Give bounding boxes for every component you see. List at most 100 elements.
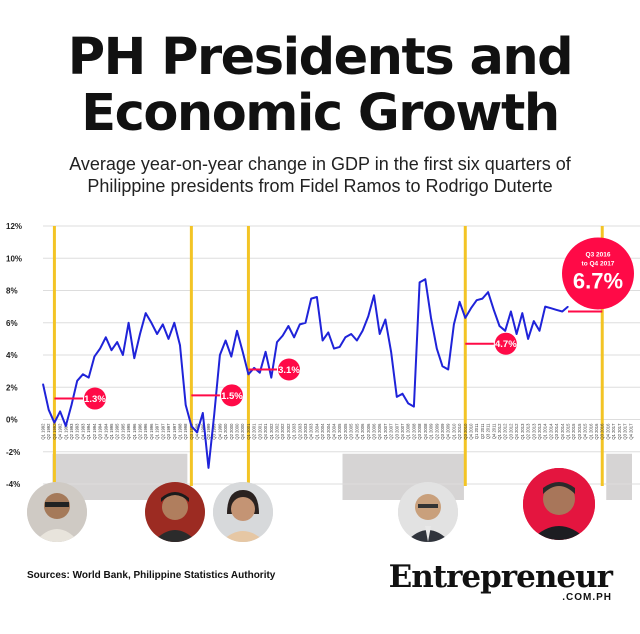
average-badge [220,384,243,407]
entrepreneur-logo[interactable]: Entrepreneur .COM.PH [389,560,613,603]
data-point [167,338,170,340]
data-point [555,309,558,311]
x-tick-label: Q2 2014 [548,423,553,440]
data-point [127,322,130,324]
data-point [116,341,118,343]
x-tick-label: Q3 1992 [52,423,57,440]
data-point [481,297,484,300]
x-tick-label: Q2 2010 [457,423,462,440]
data-point [202,412,204,414]
x-tick-label: Q4 2014 [560,423,565,440]
data-point [407,402,409,404]
x-tick-label: Q4 1997 [172,423,177,440]
data-point [122,354,124,356]
data-point [390,351,392,353]
data-point [88,376,90,379]
y-tick-label: 10% [6,254,22,263]
data-point [516,333,518,335]
data-point [219,354,221,356]
data-point [310,297,312,300]
x-tick-label: Q4 2016 [605,423,610,440]
x-tick-label: Q2 2002 [274,423,279,440]
data-point [247,373,250,375]
data-point [350,333,352,335]
data-point [396,396,398,398]
data-point [70,404,73,406]
x-tick-label: Q4 2006 [377,423,382,440]
data-point [82,373,84,375]
x-tick-label: Q4 1994 [103,423,108,440]
x-tick-label: Q2 1996 [138,423,143,440]
x-tick-label: Q3 2003 [303,423,308,440]
data-point [304,322,307,324]
data-point [476,299,478,301]
data-point [327,331,329,334]
x-tick-label: Q3 2017 [623,423,628,440]
x-tick-label: Q3 1998 [189,423,194,440]
data-point [145,312,147,314]
sources-note: Sources: World Bank, Philippine Statisti… [27,570,276,581]
average-badge [277,358,300,381]
x-tick-label: Q2 2003 [297,423,302,440]
y-tick-label: 4% [6,351,18,360]
data-point [333,347,335,350]
x-tick-label: Q2 1995 [115,423,120,440]
x-tick-label: Q1 1997 [155,423,160,440]
x-tick-label: Q3 2013 [531,423,536,440]
data-point [373,294,375,296]
data-point [259,372,261,374]
x-tick-label: Q3 2002 [280,423,285,440]
duterte-period-label-start: Q3 2016 [586,251,611,258]
title-line-2: Economic Growth [81,84,560,143]
gdp-line-chart: 12%10%8%6%4%2%0%-2%-4%Q1 1992 Q2 1992 Q3 1… [6,222,640,500]
data-point [156,333,158,335]
data-point [458,301,461,303]
y-tick-label: 2% [6,383,18,392]
x-tick-label: Q1 2017 [611,423,616,440]
data-point [356,339,358,342]
x-tick-label: Q2 2017 [617,423,622,440]
x-tick-label: Q1 2014 [543,423,548,440]
data-point [384,318,386,321]
duterte-period-label-end: to Q4 2017 [582,260,615,267]
data-point [413,406,415,408]
data-point [436,347,438,350]
data-point [276,341,278,343]
x-tick-label: Q4 2005 [354,423,359,440]
x-tick-label: Q3 1994 [98,423,103,440]
data-point [424,278,426,280]
data-point [110,349,113,351]
x-tick-label: Q4 1995 [126,423,131,440]
x-tick-label: Q3 2009 [440,423,445,440]
x-tick-label: Q4 2013 [537,423,542,440]
data-point [65,425,67,427]
x-tick-label: Q3 2005 [349,423,354,440]
x-tick-label: Q2 2006 [366,423,371,440]
data-point [447,368,449,371]
x-tick-label: Q3 1997 [166,423,171,440]
data-point [173,322,175,324]
data-point [190,425,192,427]
data-point [162,323,164,325]
x-tick-label: Q1 2008 [406,423,411,440]
data-point [270,376,272,379]
data-point [538,330,541,332]
data-point [510,310,512,313]
average-badge [83,387,106,410]
x-tick-label: Q1 2007 [383,423,388,440]
x-tick-label: Q2 2000 [229,423,234,440]
x-tick-label: Q3 1999 [212,423,217,440]
data-point [339,346,341,348]
data-point [133,357,135,359]
data-point [236,330,238,332]
data-point [453,323,455,325]
average-label: 1.3% [84,394,106,405]
subtitle-line-2: Philippine presidents from Fidel Ramos t… [87,176,553,196]
data-point [76,380,78,382]
x-tick-label: Q3 2015 [577,423,582,440]
data-point [367,315,369,317]
data-point [344,336,347,338]
x-tick-label: Q1 1998 [177,423,182,440]
x-tick-label: Q2 1993 [69,423,74,440]
x-tick-label: Q1 1999 [200,423,205,440]
